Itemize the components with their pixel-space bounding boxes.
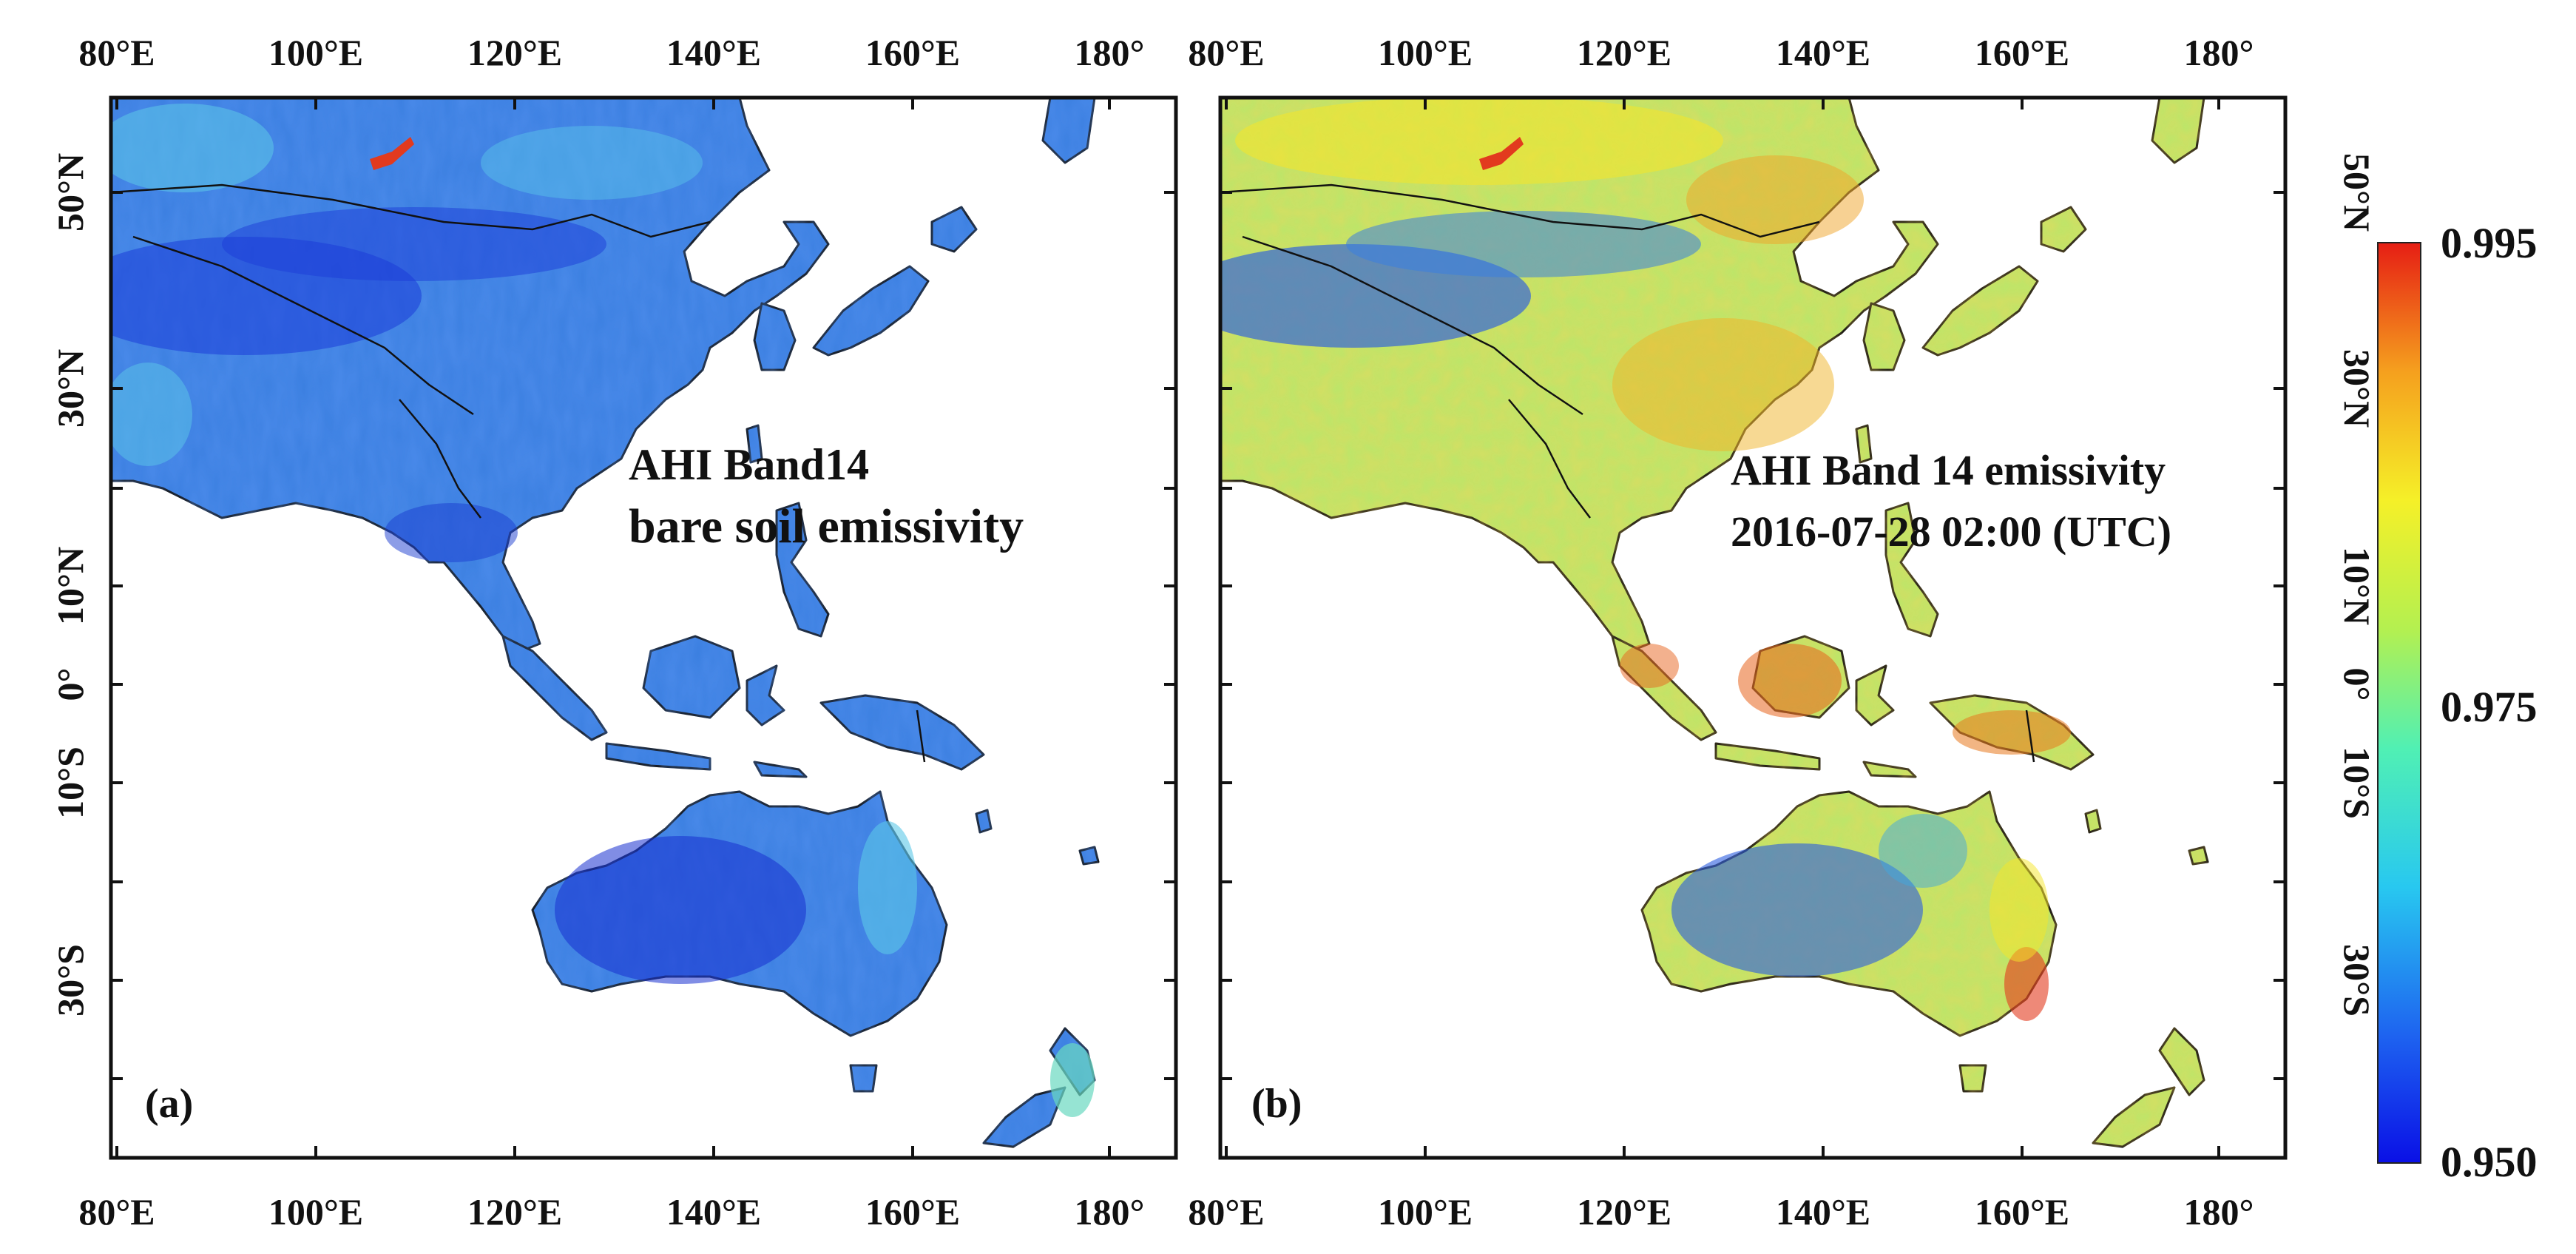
lon-label: 120°E — [467, 1191, 562, 1233]
lat-labels-left: 50°N 30°N 10°N 0° 10°S 30°S — [50, 153, 91, 1017]
lon-label: 100°E — [268, 1191, 363, 1233]
lat-label: 30°S — [50, 944, 91, 1017]
lat-label: 0° — [50, 668, 91, 701]
panel-b-title-line1: AHI Band 14 emissivity — [1731, 446, 2166, 494]
lon-label: 120°E — [467, 32, 562, 73]
lon-label: 160°E — [865, 32, 960, 73]
lon-label: 140°E — [666, 32, 761, 73]
lon-label: 180° — [2184, 32, 2254, 73]
lon-labels-bottom-a: 80°E 100°E 120°E 140°E 160°E 180° — [78, 1191, 1144, 1233]
panel-b-map — [1218, 95, 2288, 1160]
panel-a-land — [111, 98, 1100, 1148]
lat-label: 10°S — [2336, 746, 2378, 819]
lon-label: 80°E — [78, 1191, 155, 1233]
colorbar: 0.995 0.975 0.950 — [2377, 219, 2538, 1186]
panel-a-map — [109, 95, 1178, 1160]
lon-label: 180° — [1075, 1191, 1145, 1233]
lon-label: 140°E — [1776, 32, 1870, 73]
lat-label: 0° — [2336, 668, 2378, 701]
axis-ticks — [111, 98, 2285, 1158]
colorbar-max-label: 0.995 — [2441, 219, 2538, 267]
lon-label: 100°E — [268, 32, 363, 73]
lon-label: 140°E — [1776, 1191, 1870, 1233]
lat-label: 30°N — [50, 349, 91, 428]
lon-label: 160°E — [1975, 1191, 2069, 1233]
lon-labels-bottom-b: 80°E 100°E 120°E 140°E 160°E 180° — [1188, 1191, 2254, 1233]
panel-b-label: (b) — [1251, 1081, 1302, 1127]
colorbar-mid-label: 0.975 — [2441, 683, 2538, 731]
colorbar-gradient — [2377, 242, 2421, 1164]
lat-labels-right: 50°N 30°N 10°N 0° 10°S 30°S — [2336, 153, 2378, 1017]
lon-label: 180° — [2184, 1191, 2254, 1233]
lon-label: 80°E — [1188, 32, 1264, 73]
lon-label: 80°E — [78, 32, 155, 73]
lon-label: 80°E — [1188, 1191, 1264, 1233]
lat-label: 10°N — [2336, 547, 2378, 625]
lon-label: 120°E — [1577, 32, 1671, 73]
lon-labels-top-a: 80°E 100°E 120°E 140°E 160°E 180° — [78, 32, 1144, 73]
lat-label: 30°S — [2336, 944, 2378, 1017]
lon-labels-top-b: 80°E 100°E 120°E 140°E 160°E 180° — [1188, 32, 2254, 73]
panel-a-title-line2: bare soil emissivity — [629, 499, 1024, 553]
lat-label: 50°N — [50, 153, 91, 232]
panel-b-land — [1220, 98, 2209, 1148]
lon-label: 160°E — [865, 1191, 960, 1233]
lat-label: 50°N — [2336, 153, 2378, 232]
lon-label: 140°E — [666, 1191, 761, 1233]
lat-label: 10°N — [50, 547, 91, 625]
panel-b-title-line2: 2016-07-28 02:00 (UTC) — [1731, 508, 2171, 556]
lon-label: 120°E — [1577, 1191, 1671, 1233]
colorbar-min-label: 0.950 — [2441, 1138, 2538, 1186]
panel-a-label: (a) — [145, 1081, 193, 1127]
lon-label: 180° — [1075, 32, 1145, 73]
lat-label: 10°S — [50, 746, 91, 819]
lon-label: 100°E — [1378, 32, 1473, 73]
lat-label: 30°N — [2336, 349, 2378, 428]
lon-label: 100°E — [1378, 1191, 1473, 1233]
panel-a-title-line1: AHI Band14 — [629, 440, 869, 489]
lon-label: 160°E — [1975, 32, 2069, 73]
